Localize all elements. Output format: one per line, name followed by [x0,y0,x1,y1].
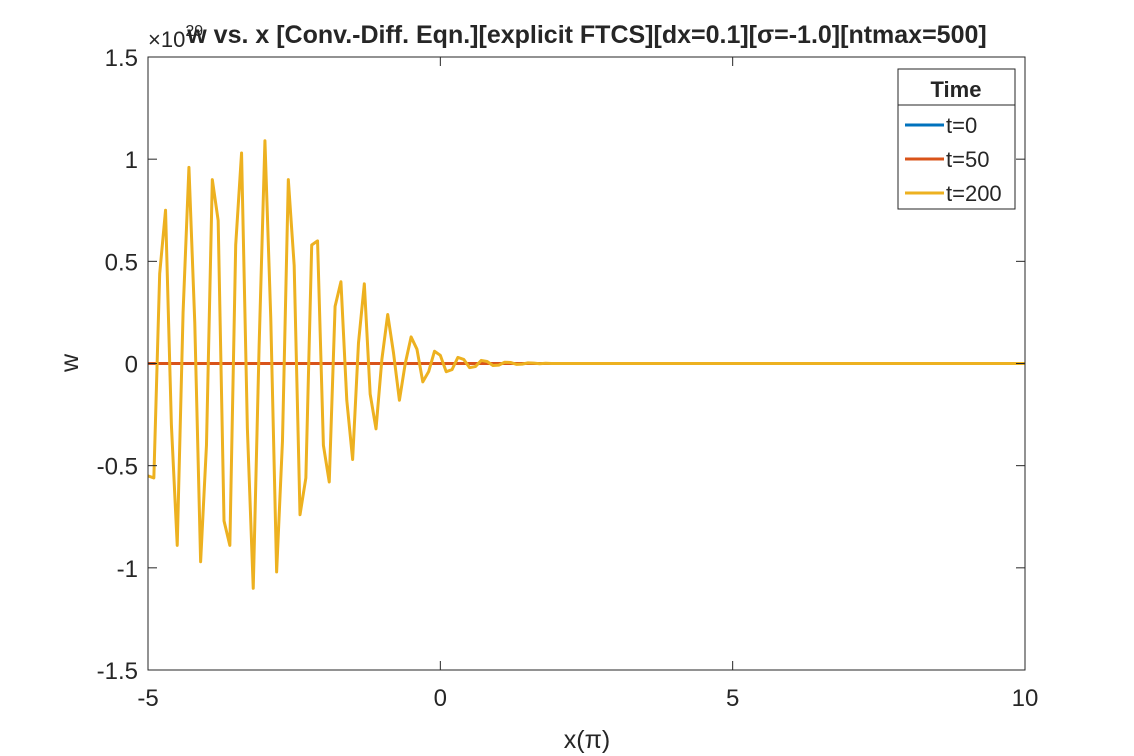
series-line-t-200 [147,139,1025,590]
y-tick-label: -1.5 [97,658,138,685]
x-tick-label: 0 [434,685,447,712]
y-tick-label: 1 [125,147,138,174]
x-axis-label: x(π) [564,726,610,754]
x-tick-label: 5 [726,685,739,712]
x-tick-label: -5 [137,685,158,712]
x-tick-label: 10 [1012,685,1039,712]
chart-title: w vs. x [Conv.-Diff. Eqn.][explicit FTCS… [186,21,986,49]
ticks-layer: -5 0 5 10 -1.5 -1 -0.5 0 0.5 1 1.5 [97,45,1039,712]
y-exponent-label: ×1029 [148,23,203,52]
y-exponent-base: ×10 [148,27,185,52]
y-axis-label: w [56,353,84,373]
series-layer [147,139,1025,590]
legend: Time t=0 t=50 t=200 [897,68,1016,210]
y-tick-label: 0 [125,352,138,379]
legend-item-label: t=200 [946,181,1002,206]
legend-box [897,68,1016,210]
legend-item-label: t=0 [946,113,977,138]
legend-item-label: t=50 [946,147,989,172]
y-exponent-power: 29 [185,23,203,40]
legend-items: t=0 t=50 t=200 [905,113,1002,206]
y-tick-label: -1 [117,556,138,583]
y-tick-label: 0.5 [105,249,138,276]
y-tick-label: -0.5 [97,454,138,481]
legend-title: Time [931,77,982,102]
y-tick-label: 1.5 [105,45,138,72]
